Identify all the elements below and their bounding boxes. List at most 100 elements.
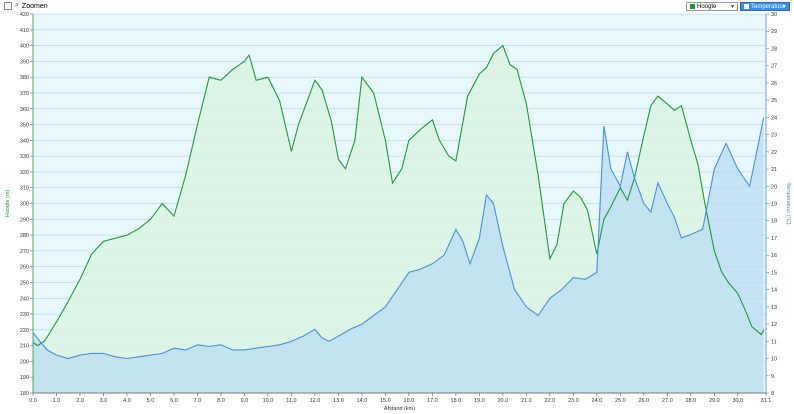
left-tick-label: 270	[20, 249, 29, 255]
left-tick-label: 290	[20, 217, 29, 223]
right-tick-label: 18	[771, 219, 777, 225]
x-tick-label: 7.0	[194, 398, 202, 404]
right-tick-label: 9	[771, 374, 774, 380]
x-tick-label: 22.0	[544, 398, 555, 404]
right-tick-label: 19	[771, 202, 777, 208]
chevron-down-icon: ▼	[782, 4, 787, 10]
right-tick-label: 26	[771, 81, 777, 87]
left-tick-label: 200	[20, 359, 29, 365]
x-tick-label: 29.0	[709, 398, 720, 404]
left-tick-label: 390	[20, 59, 29, 65]
x-tick-label: 10.0	[263, 398, 274, 404]
elevation-line	[32, 44, 765, 347]
x-tick-label: 20.0	[498, 398, 509, 404]
right-series-select[interactable]: Temperatuur ▼	[740, 2, 790, 11]
right-tick-label: 27	[771, 64, 777, 70]
right-tick-label: 24	[771, 115, 777, 121]
x-tick-label: 13.0	[333, 398, 344, 404]
left-tick-label: 230	[20, 312, 29, 318]
right-tick-label: 8	[771, 391, 774, 397]
left-tick-label: 360	[20, 107, 29, 113]
x-axis-ticks: 0.0 1.0 2.0 3.0 4.0 5.0 6.0 7.0 8.0 9.0 10.0 11.0 12…	[29, 393, 771, 404]
x-tick-label: 23.0	[568, 398, 579, 404]
x-tick-label: 6.0	[170, 398, 178, 404]
right-tick-label: 28	[771, 46, 777, 52]
x-tick-label: 15.0	[380, 398, 391, 404]
left-tick-label: 330	[20, 154, 29, 160]
left-tick-label: 380	[20, 75, 29, 81]
x-tick-label: 16.0	[404, 398, 415, 404]
x-tick-label: 3.0	[100, 398, 108, 404]
x-tick-label: 28.0	[685, 398, 696, 404]
x-tick-label: 2.0	[76, 398, 84, 404]
left-tick-label: 420	[20, 12, 29, 18]
x-tick-label: 31.1	[761, 398, 772, 404]
left-tick-label: 250	[20, 280, 29, 286]
right-tick-label: 15	[771, 270, 777, 276]
zoom-label: Zoomen	[21, 2, 48, 10]
left-tick-label: 370	[20, 91, 29, 97]
left-axis-ticks: 180 190 200 210 220 230 240 250 260 270 280 290 300 3…	[20, 12, 33, 397]
x-tick-label: 24.0	[591, 398, 602, 404]
right-axis-title: Temperatuur (°C)	[785, 182, 791, 224]
right-tick-label: 20	[771, 184, 777, 190]
right-tick-label: 21	[771, 167, 777, 173]
left-tick-label: 240	[20, 296, 29, 302]
right-tick-label: 23	[771, 133, 777, 139]
x-tick-label: 17.0	[427, 398, 438, 404]
left-tick-label: 400	[20, 44, 29, 50]
x-tick-label: 14.0	[357, 398, 368, 404]
left-tick-label: 410	[20, 28, 29, 34]
right-tick-label: 16	[771, 253, 777, 259]
left-tick-label: 340	[20, 138, 29, 144]
right-tick-label: 12	[771, 322, 777, 328]
left-tick-label: 310	[20, 186, 29, 192]
right-tick-label: 13	[771, 305, 777, 311]
toolbar: ⌕ Zoomen Hoogte ▼ Temperatuur ▼	[0, 0, 794, 14]
left-tick-label: 180	[20, 391, 29, 397]
x-axis-title: Afstand (km)	[384, 406, 415, 412]
x-tick-label: 4.0	[123, 398, 131, 404]
x-tick-label: 0.0	[29, 398, 37, 404]
right-tick-label: 14	[771, 288, 777, 294]
left-series-select[interactable]: Hoogte ▼	[686, 2, 738, 11]
right-tick-label: 30	[771, 12, 777, 18]
left-tick-label: 320	[20, 170, 29, 176]
x-tick-label: 1.0	[53, 398, 61, 404]
left-tick-label: 210	[20, 344, 29, 350]
x-tick-label: 30.0	[732, 398, 743, 404]
right-axis-ticks: 8 9 10 11 12 13 14 15 16 17 18 19 20 21 22 23 24 25 26 27 28…	[766, 12, 777, 397]
zoom-checkbox[interactable]	[4, 2, 12, 10]
right-tick-label: 17	[771, 236, 777, 242]
left-series-select-value: Hoogte	[697, 4, 717, 10]
left-tick-label: 190	[20, 375, 29, 381]
x-tick-label: 5.0	[147, 398, 155, 404]
temperature-swatch-icon	[744, 3, 749, 9]
left-axis-title: Hoogte (m)	[5, 190, 11, 218]
right-tick-label: 29	[771, 29, 777, 35]
elevation-swatch-icon	[690, 3, 695, 9]
right-tick-label: 22	[771, 150, 777, 156]
x-tick-label: 19.0	[474, 398, 485, 404]
x-tick-label: 9.0	[241, 398, 249, 404]
left-tick-label: 260	[20, 265, 29, 271]
right-tick-label: 10	[771, 357, 777, 363]
chevron-down-icon: ▼	[730, 4, 735, 10]
right-tick-label: 11	[771, 339, 777, 345]
x-tick-label: 26.0	[638, 398, 649, 404]
right-series-select-value: Temperatuur	[751, 4, 785, 10]
x-tick-label: 27.0	[662, 398, 673, 404]
right-tick-label: 25	[771, 98, 777, 104]
left-tick-label: 220	[20, 328, 29, 334]
zoom-control[interactable]: ⌕ Zoomen	[4, 2, 48, 10]
left-tick-label: 300	[20, 202, 29, 208]
left-tick-label: 350	[20, 123, 29, 129]
temperature-area	[33, 117, 764, 394]
x-tick-label: 11.0	[286, 398, 296, 404]
left-tick-label: 280	[20, 233, 29, 239]
x-tick-label: 8.0	[217, 398, 225, 404]
magnifier-icon: ⌕	[15, 2, 19, 9]
x-tick-label: 12.0	[310, 398, 321, 404]
x-tick-label: 21.0	[521, 398, 532, 404]
